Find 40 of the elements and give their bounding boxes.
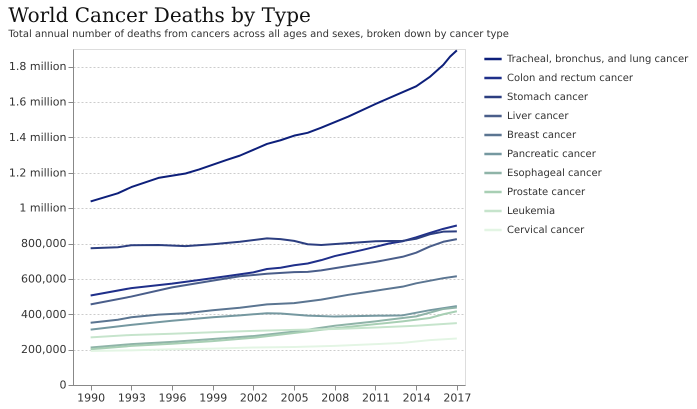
x-tick-label: 2011 (362, 392, 390, 404)
line-series (90, 224, 458, 297)
line-series (90, 238, 458, 306)
legend-label: Colon and rectum cancer (507, 73, 634, 84)
legend-label: Stomach cancer (507, 92, 589, 103)
x-tick-label: 1993 (118, 392, 146, 404)
legend-label: Leukemia (507, 206, 556, 217)
y-tick-label: 1.8 million (8, 60, 67, 74)
y-tick-label: 1.4 million (8, 130, 67, 144)
x-tick-label: 2002 (240, 392, 268, 404)
chart-title: World Cancer Deaths by Type (8, 3, 311, 27)
legend-label: Cervical cancer (507, 225, 586, 236)
x-tick-label: 1996 (158, 392, 187, 404)
y-tick-label: 600,000 (21, 272, 66, 286)
x-tick-label: 1990 (77, 392, 106, 404)
y-tick-label: 1 million (19, 202, 67, 215)
legend-label: Tracheal, bronchus, and lung cancer (506, 54, 690, 65)
legend-label: Prostate cancer (507, 187, 586, 198)
x-tick-label: 2005 (280, 392, 309, 404)
line-series (90, 275, 458, 324)
legend-label: Esophageal cancer (507, 168, 603, 179)
x-tick-label: 2014 (402, 392, 431, 404)
y-tick-label: 800,000 (21, 237, 66, 250)
legend-label: Breast cancer (507, 130, 577, 141)
x-tick-label: 1999 (199, 392, 228, 404)
legend-label: Liver cancer (507, 111, 570, 122)
chart-subtitle: Total annual number of deaths from cancers across all ages and sexes, broken down by cancer type (7, 29, 509, 40)
line-series (90, 322, 458, 338)
x-tick-label: 2008 (321, 392, 350, 404)
x-tick-label: 2017 (443, 392, 472, 404)
y-tick-label: 400,000 (21, 308, 66, 321)
y-tick-label: 200,000 (21, 343, 66, 356)
line-series (90, 230, 458, 250)
y-tick-label: 1.6 million (8, 96, 67, 109)
legend-label: Pancreatic cancer (507, 149, 597, 160)
y-tick-label: 0 (60, 378, 66, 392)
line-series (90, 337, 458, 352)
line-series (90, 49, 458, 202)
y-tick-label: 1.2 million (8, 166, 67, 180)
line-series (90, 305, 458, 331)
